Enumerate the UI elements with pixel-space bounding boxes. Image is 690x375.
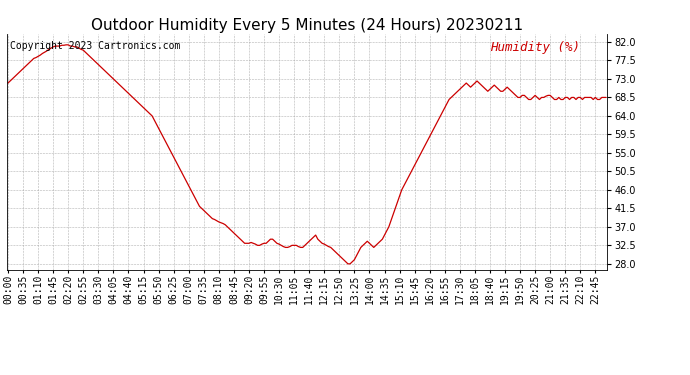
Text: Humidity (%): Humidity (%) bbox=[490, 41, 580, 54]
Text: Copyright 2023 Cartronics.com: Copyright 2023 Cartronics.com bbox=[10, 41, 180, 51]
Title: Outdoor Humidity Every 5 Minutes (24 Hours) 20230211: Outdoor Humidity Every 5 Minutes (24 Hou… bbox=[91, 18, 523, 33]
